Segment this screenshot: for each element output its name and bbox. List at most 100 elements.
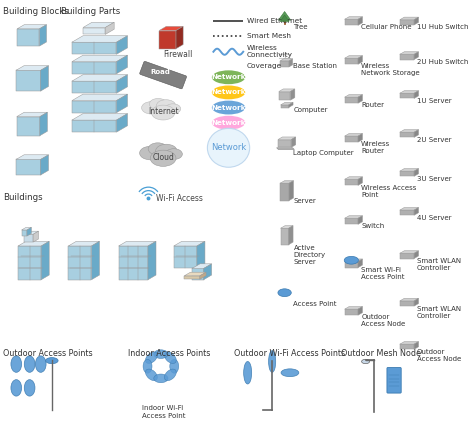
Polygon shape bbox=[345, 177, 363, 179]
Text: Coverage: Coverage bbox=[247, 63, 282, 69]
Polygon shape bbox=[24, 234, 33, 242]
Text: 1U Server: 1U Server bbox=[417, 98, 451, 104]
Polygon shape bbox=[414, 298, 419, 306]
Polygon shape bbox=[345, 58, 358, 64]
Polygon shape bbox=[345, 179, 358, 185]
Polygon shape bbox=[83, 22, 114, 27]
Polygon shape bbox=[83, 27, 105, 34]
Ellipse shape bbox=[11, 380, 22, 396]
Ellipse shape bbox=[11, 356, 22, 372]
Polygon shape bbox=[117, 55, 128, 74]
Ellipse shape bbox=[36, 356, 46, 372]
Polygon shape bbox=[72, 62, 117, 74]
Polygon shape bbox=[72, 81, 117, 93]
Text: Smart Wi-Fi
Access Point: Smart Wi-Fi Access Point bbox=[361, 267, 405, 280]
Polygon shape bbox=[400, 171, 414, 176]
Polygon shape bbox=[414, 52, 419, 59]
Polygon shape bbox=[281, 226, 293, 228]
Polygon shape bbox=[40, 112, 47, 136]
Text: Wireless
Router: Wireless Router bbox=[361, 141, 391, 155]
Ellipse shape bbox=[165, 104, 181, 114]
Polygon shape bbox=[289, 226, 293, 245]
Polygon shape bbox=[159, 26, 183, 30]
Polygon shape bbox=[280, 15, 289, 21]
Polygon shape bbox=[72, 114, 128, 120]
Polygon shape bbox=[400, 301, 414, 306]
Text: Server: Server bbox=[293, 197, 316, 204]
Ellipse shape bbox=[212, 116, 245, 130]
Text: Firewall: Firewall bbox=[163, 49, 192, 59]
Polygon shape bbox=[358, 16, 363, 25]
Text: Base Station: Base Station bbox=[293, 63, 337, 69]
Polygon shape bbox=[279, 89, 295, 92]
Text: Computer: Computer bbox=[293, 107, 328, 113]
Text: 2U Server: 2U Server bbox=[417, 137, 451, 143]
Text: Outdoor Wi-Fi Access Points: Outdoor Wi-Fi Access Points bbox=[234, 349, 346, 358]
Polygon shape bbox=[27, 227, 31, 236]
Polygon shape bbox=[118, 241, 156, 246]
Polygon shape bbox=[159, 30, 176, 49]
Polygon shape bbox=[40, 155, 48, 175]
Text: Outdoor
Access Node: Outdoor Access Node bbox=[417, 349, 461, 362]
Polygon shape bbox=[22, 230, 27, 236]
Polygon shape bbox=[279, 92, 291, 100]
Ellipse shape bbox=[149, 99, 167, 109]
Polygon shape bbox=[72, 36, 128, 42]
Ellipse shape bbox=[156, 100, 176, 112]
Polygon shape bbox=[414, 207, 419, 215]
Polygon shape bbox=[72, 94, 128, 101]
Polygon shape bbox=[184, 272, 206, 276]
Polygon shape bbox=[33, 231, 38, 242]
Text: Access Point: Access Point bbox=[293, 301, 337, 307]
Polygon shape bbox=[72, 55, 128, 62]
Polygon shape bbox=[400, 20, 414, 25]
Polygon shape bbox=[72, 120, 117, 132]
Polygon shape bbox=[39, 25, 46, 46]
Polygon shape bbox=[280, 181, 293, 183]
Polygon shape bbox=[345, 259, 363, 262]
Polygon shape bbox=[17, 29, 39, 46]
Polygon shape bbox=[345, 19, 358, 25]
Text: Indoor Access Points: Indoor Access Points bbox=[128, 349, 210, 358]
Polygon shape bbox=[291, 89, 295, 100]
Polygon shape bbox=[17, 117, 40, 136]
Polygon shape bbox=[72, 42, 117, 54]
Polygon shape bbox=[345, 306, 363, 309]
Text: Switch: Switch bbox=[361, 224, 384, 230]
Polygon shape bbox=[68, 246, 91, 280]
Polygon shape bbox=[400, 344, 414, 349]
Polygon shape bbox=[72, 101, 117, 113]
Polygon shape bbox=[358, 216, 363, 224]
Ellipse shape bbox=[165, 149, 182, 160]
Text: Outdoor
Access Node: Outdoor Access Node bbox=[361, 314, 405, 327]
Ellipse shape bbox=[170, 359, 179, 373]
Text: Buildings: Buildings bbox=[3, 193, 43, 202]
Polygon shape bbox=[174, 246, 197, 269]
Polygon shape bbox=[24, 231, 38, 234]
Polygon shape bbox=[280, 61, 289, 67]
Ellipse shape bbox=[155, 144, 177, 158]
Ellipse shape bbox=[143, 359, 152, 373]
Polygon shape bbox=[400, 132, 414, 138]
Text: Indoor Wi-Fi
Access Point: Indoor Wi-Fi Access Point bbox=[142, 405, 186, 419]
Polygon shape bbox=[345, 309, 358, 315]
Text: Road: Road bbox=[151, 69, 171, 75]
Polygon shape bbox=[281, 105, 289, 108]
Polygon shape bbox=[278, 140, 291, 148]
Polygon shape bbox=[22, 227, 31, 230]
Polygon shape bbox=[278, 12, 291, 20]
Polygon shape bbox=[289, 102, 293, 108]
Text: Wired Ethernet: Wired Ethernet bbox=[247, 19, 302, 24]
Ellipse shape bbox=[208, 128, 250, 167]
Text: 2U Hub Switch: 2U Hub Switch bbox=[417, 59, 468, 65]
Polygon shape bbox=[192, 264, 211, 269]
Text: Network: Network bbox=[211, 89, 246, 95]
Polygon shape bbox=[400, 54, 414, 59]
Polygon shape bbox=[16, 66, 48, 70]
Text: Network: Network bbox=[211, 74, 246, 80]
Polygon shape bbox=[91, 241, 100, 280]
Polygon shape bbox=[400, 253, 414, 259]
Polygon shape bbox=[414, 342, 419, 349]
Polygon shape bbox=[41, 241, 49, 280]
Polygon shape bbox=[358, 306, 363, 315]
